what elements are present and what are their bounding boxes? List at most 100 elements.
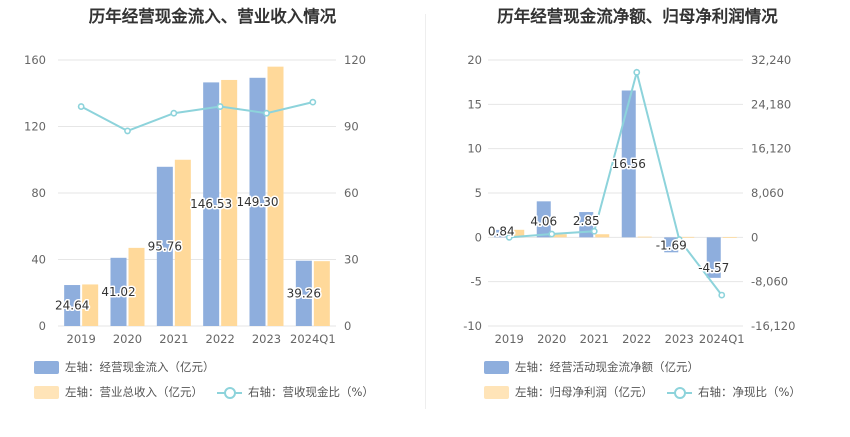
right-bar-secondary[interactable] <box>552 234 567 238</box>
left-ratio-point[interactable] <box>77 103 85 110</box>
left-data-label-halo: 149.30 <box>237 195 279 209</box>
left-ratio-point[interactable] <box>170 109 178 117</box>
right-bar-secondary[interactable] <box>680 236 695 238</box>
right-data-label-halo: 4.06 <box>530 214 557 228</box>
right-ratio-point[interactable] <box>675 236 683 243</box>
right-ratio-point[interactable] <box>590 227 598 235</box>
left-data-label-halo: 41.02 <box>101 285 135 299</box>
legend-line-net-cash-ratio-icon <box>667 386 692 399</box>
left-category-label: 2022 <box>206 332 235 346</box>
left-bar-secondary[interactable] <box>267 66 284 327</box>
right-bar-primary[interactable] <box>664 237 679 253</box>
right-ratio-point[interactable] <box>548 230 556 238</box>
left-ratio-point[interactable] <box>309 98 317 106</box>
right-category-label: 2021 <box>580 332 609 346</box>
right-bar-secondary[interactable] <box>722 236 737 238</box>
right-bar-primary[interactable] <box>536 201 551 238</box>
panel-divider <box>425 14 426 409</box>
right-bar-secondary[interactable] <box>510 229 525 238</box>
right-category-label: 2022 <box>622 332 651 346</box>
legend-item-revenue[interactable]: 左轴：营业总收入（亿元） <box>34 384 203 400</box>
right-chart-svg: -10 -5 0 5 10 15 20 -16,120 -8,060 0 8,060 16,120 24… <box>463 53 795 346</box>
legend-label-net-profit: 左轴：归母净利润（亿元） <box>515 385 653 399</box>
right-left-tick-label: 10 <box>467 142 482 156</box>
left-right-tick-label: 0 <box>344 319 351 333</box>
left-bar-primary[interactable] <box>203 82 220 326</box>
right-left-tick-label: 5 <box>475 186 482 200</box>
left-bar-secondary[interactable] <box>313 261 330 326</box>
right-right-tick-label: 16,120 <box>751 142 791 156</box>
left-bar-secondary[interactable] <box>128 247 145 326</box>
right-right-tick-label: 8,060 <box>751 186 784 200</box>
left-data-label: 146.53 <box>190 197 232 211</box>
legend-line-cash-ratio-icon <box>217 386 242 399</box>
right-bar-primary[interactable] <box>621 90 636 238</box>
right-ratio-point[interactable] <box>505 233 513 241</box>
right-bar-secondary[interactable] <box>637 236 652 238</box>
right-bar-primary[interactable] <box>706 237 721 278</box>
legend-item-cash-ratio[interactable]: 右轴：营收现金比（%） <box>217 384 374 400</box>
left-bar-primary[interactable] <box>249 77 266 326</box>
right-right-tick-label: -16,120 <box>751 319 795 333</box>
left-chart-title: 历年经营现金流入、营业收入情况 <box>88 7 337 26</box>
right-ratio-point[interactable] <box>718 291 726 299</box>
left-category-label: 2021 <box>159 332 188 346</box>
right-left-tick-label: -5 <box>471 275 482 289</box>
left-data-label: 41.02 <box>101 285 135 299</box>
left-category-label: 2019 <box>67 332 96 346</box>
right-ratio-point[interactable] <box>633 68 641 76</box>
left-bar-primary[interactable] <box>156 166 173 326</box>
legend-label-net-cash-ratio: 右轴：净现比（%） <box>698 385 801 399</box>
right-bar-secondary[interactable] <box>595 234 610 238</box>
legend-swatch-revenue <box>34 385 59 399</box>
left-bar-secondary[interactable] <box>221 79 238 326</box>
left-bar-primary[interactable] <box>64 285 81 326</box>
right-right-tick-label: 32,240 <box>751 53 791 67</box>
right-left-tick-label: 15 <box>467 97 482 111</box>
left-category-label: 2024Q1 <box>290 332 336 346</box>
left-bar-primary[interactable] <box>295 260 312 326</box>
legend-label-cash-ratio: 右轴：营收现金比（%） <box>248 385 374 399</box>
right-right-tick-label: -8,060 <box>751 275 788 289</box>
left-data-label: 39.26 <box>287 286 321 300</box>
legend-label-revenue: 左轴：营业总收入（亿元） <box>65 385 203 399</box>
left-data-label: 95.76 <box>148 239 182 253</box>
right-legend-row-2: 左轴：归母净利润（亿元） 右轴：净现比（%） <box>484 384 815 400</box>
right-category-label: 2024Q1 <box>699 332 745 346</box>
left-ratio-point[interactable] <box>263 109 270 117</box>
right-left-tick-label: 0 <box>475 230 482 244</box>
right-data-label: 16.56 <box>612 157 646 171</box>
legend-swatch-net-cash-flow <box>484 360 509 374</box>
right-left-tick-label: 20 <box>467 53 482 67</box>
left-data-label: 24.64 <box>55 299 89 313</box>
left-ratio-point[interactable] <box>216 103 224 110</box>
left-legend-row-2: 左轴：营业总收入（亿元） 右轴：营收现金比（%） <box>34 384 388 400</box>
right-right-tick-label: 24,180 <box>751 97 791 111</box>
legend-item-cash-inflow[interactable]: 左轴：经营现金流入（亿元） <box>34 359 215 375</box>
right-data-label: 2.85 <box>573 214 600 228</box>
legend-swatch-cash-inflow <box>34 360 59 374</box>
left-bar-secondary[interactable] <box>174 159 191 326</box>
left-data-label-halo: 24.64 <box>55 299 89 313</box>
left-ratio-line <box>80 101 314 133</box>
right-chart-panel: 历年经营现金流净额、归母净利润情况 -10 -5 0 5 10 15 20 -16,120 -8… <box>425 0 850 437</box>
right-right-tick-label: 0 <box>751 230 758 244</box>
right-data-label-halo: 16.56 <box>612 157 646 171</box>
left-bar-primary[interactable] <box>110 257 127 326</box>
legend-swatch-net-profit <box>484 385 509 399</box>
right-ratio-line <box>509 68 723 296</box>
legend-item-net-cash-flow[interactable]: 左轴：经营活动现金流净额（亿元） <box>484 359 699 375</box>
right-data-label-halo: -4.57 <box>698 261 729 275</box>
left-right-tick-label: 120 <box>344 53 366 67</box>
left-category-label: 2020 <box>113 332 142 346</box>
legend-item-net-profit[interactable]: 左轴：归母净利润（亿元） <box>484 384 653 400</box>
left-left-tick-label: 160 <box>24 53 46 67</box>
right-chart-title: 历年经营现金流净额、归母净利润情况 <box>497 7 778 26</box>
legend-item-net-cash-ratio[interactable]: 右轴：净现比（%） <box>667 384 801 400</box>
right-data-label-halo: -1.69 <box>656 238 687 252</box>
left-bar-secondary[interactable] <box>82 284 99 326</box>
legend-label-cash-inflow: 左轴：经营现金流入（亿元） <box>65 360 215 374</box>
right-data-label: 0.84 <box>488 224 515 238</box>
right-bar-primary[interactable] <box>494 229 509 238</box>
left-ratio-point[interactable] <box>124 127 131 135</box>
